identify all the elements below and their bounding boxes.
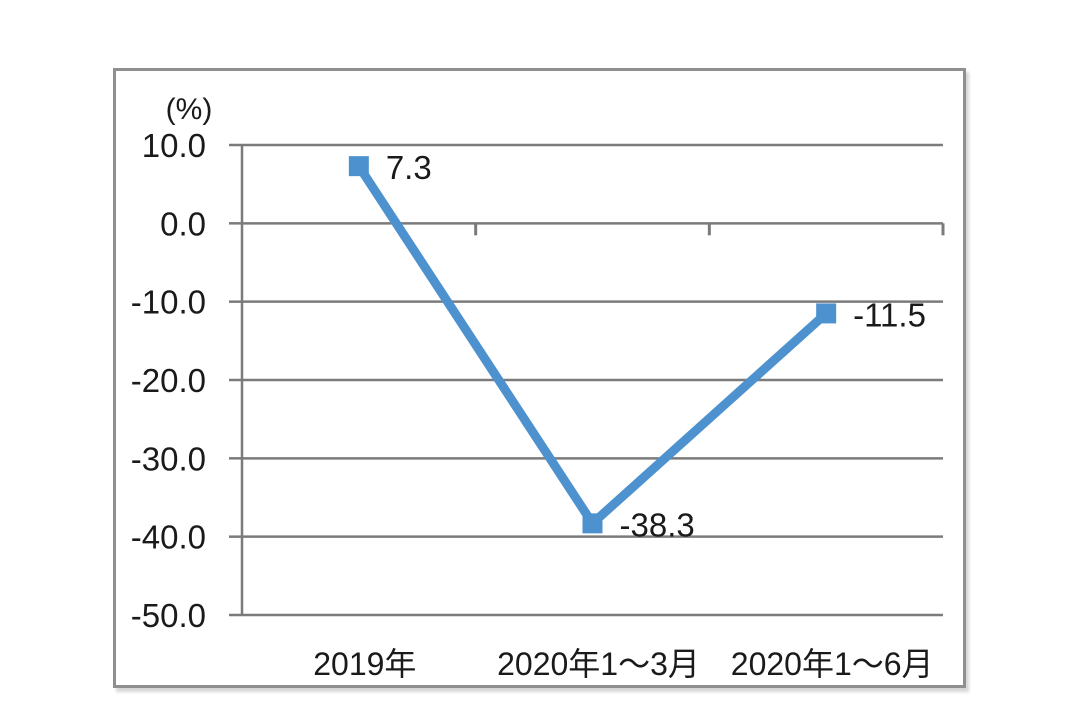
- series-line: [355, 163, 830, 531]
- y-axis-tick-label: -20.0: [131, 362, 206, 399]
- y-axis-unit-label: (%): [166, 93, 213, 126]
- x-axis-label: 2020年1～6月: [731, 646, 934, 682]
- chart-frame: [113, 68, 966, 688]
- x-axis-label: 2019年: [313, 646, 416, 682]
- x-axis-label: 2020年1～3月: [497, 646, 700, 682]
- y-axis-tick-label: -40.0: [131, 519, 206, 556]
- data-point-marker: [348, 156, 369, 177]
- data-label: -11.5: [853, 296, 926, 333]
- y-axis-tick-label: -10.0: [131, 284, 206, 321]
- data-label: 7.3: [386, 149, 432, 186]
- y-axis-tick-label: 0.0: [160, 205, 206, 242]
- data-point-marker: [816, 303, 837, 324]
- data-label: -38.3: [620, 506, 695, 543]
- y-axis-tick-label: -30.0: [131, 440, 206, 477]
- data-point-marker: [582, 513, 603, 534]
- y-axis-tick-label: 10.0: [142, 127, 206, 164]
- y-axis-tick-label: -50.0: [131, 597, 206, 634]
